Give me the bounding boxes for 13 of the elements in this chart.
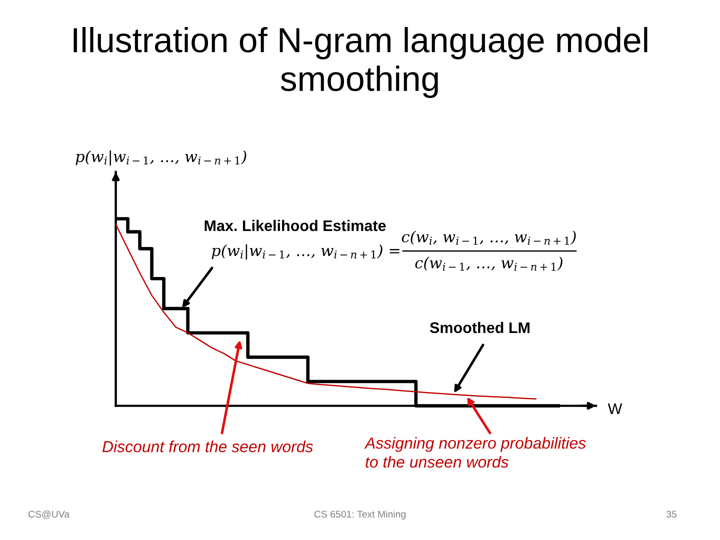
text: Assigning nonzero probabilities to the unseen words — [364, 437, 586, 468]
text: Discount from the seen words — [102, 440, 313, 452]
x-axis-title: W — [608, 403, 622, 414]
y-axis-title: p(w$_{i}$|w$_{i−1}$, …, w$_{i−n+1}$) — [76, 150, 246, 166]
text: CS@UVa — [28, 510, 70, 519]
annotation: Smoothed LM — [430, 322, 530, 334]
text: CS 6501: Text Mining — [314, 510, 406, 520]
annotation: Max. Likelihood Estimate — [204, 220, 386, 232]
text: 35 — [666, 510, 677, 518]
chart-title: Illustration of N-gram language model smoothing — [74, 27, 648, 98]
annotation: c(w$_{i}$, w$_{i−1}$, …, w$_{i−n+1}$) — [402, 230, 576, 245]
annotation: c(w$_{i−1}$, …, w$_{i−n+1}$) — [415, 256, 562, 271]
annotation: p(w$_{i}$|w$_{i−1}$, …, w$_{i−n+1}$) = — [212, 244, 400, 260]
